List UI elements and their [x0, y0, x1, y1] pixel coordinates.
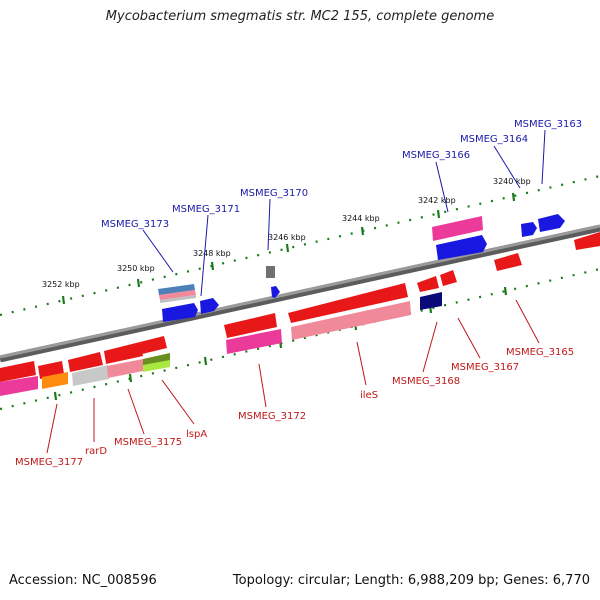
gene-label-msmeg-3171[interactable]: MSMEG_3171: [172, 204, 240, 215]
gene-label-msmeg-3163[interactable]: MSMEG_3163: [514, 119, 582, 130]
map-title: Mycobacterium smegmatis str. MC2 155, co…: [105, 9, 495, 24]
gene-msmeg-3177[interactable]: [0, 361, 36, 382]
gene-label-iles[interactable]: ileS: [360, 390, 378, 401]
gene-msmeg-3168-b[interactable]: [420, 292, 442, 310]
gene-label-rard[interactable]: rarD: [85, 446, 107, 457]
scale-label: 3242 kbp: [418, 196, 456, 205]
gene-msmeg-3172-b[interactable]: [226, 329, 282, 354]
scale-label: 3240 kbp: [493, 177, 531, 186]
gene-msmeg-3175-d[interactable]: [107, 359, 143, 378]
gene-label-lspa[interactable]: lspA: [186, 429, 207, 440]
gene-msmeg-3177-b[interactable]: [0, 376, 38, 396]
gene-msmeg-3166-pink[interactable]: [432, 216, 483, 241]
gene-msmeg-3173-top[interactable]: [158, 284, 195, 295]
gene-label-msmeg-3167[interactable]: MSMEG_3167: [451, 362, 519, 373]
gene-msmeg-3170-b[interactable]: [271, 286, 280, 298]
gene-msmeg-3173-mid[interactable]: [159, 290, 196, 300]
gene-iles-b[interactable]: [291, 301, 411, 340]
gene-msmeg-3168[interactable]: [417, 276, 439, 292]
gene-msmeg-3163[interactable]: [538, 214, 565, 232]
scale-label: 3248 kbp: [193, 249, 231, 258]
gene-lspa[interactable]: [140, 336, 167, 354]
gene-msmeg-3170[interactable]: [266, 266, 275, 278]
gene-label-msmeg-3175[interactable]: MSMEG_3175: [114, 437, 182, 448]
gene-rard-b[interactable]: [42, 372, 68, 389]
gene-label-msmeg-3173[interactable]: MSMEG_3173: [101, 219, 169, 230]
gene-msmeg-3173-bot[interactable]: [160, 295, 196, 303]
gene-label-msmeg-3170[interactable]: MSMEG_3170: [240, 188, 308, 199]
scale-label: 3252 kbp: [42, 280, 80, 289]
gene-msmeg-3166-blue[interactable]: [436, 235, 487, 260]
gene-lspa-c[interactable]: [143, 360, 170, 372]
gene-msmeg-3165[interactable]: [494, 253, 522, 271]
gene-label-msmeg-3166[interactable]: MSMEG_3166: [402, 150, 470, 161]
genome-backbone: [0, 224, 600, 359]
scale-label: 3244 kbp: [342, 214, 380, 223]
gene-msmeg-3175-c[interactable]: [104, 342, 143, 364]
genome-backbone-shadow: [0, 224, 600, 363]
gene-msmeg-3175-b[interactable]: [72, 365, 109, 386]
scale-label: 3246 kbp: [268, 233, 306, 242]
top-leader-lines: [142, 129, 546, 297]
genome-stats-text: Topology: circular; Length: 6,988,209 bp…: [232, 573, 590, 588]
gene-label-msmeg-3165[interactable]: MSMEG_3165: [506, 347, 574, 358]
gene-label-msmeg-3168[interactable]: MSMEG_3168: [392, 376, 460, 387]
gene-msmeg-3164[interactable]: [521, 222, 537, 237]
gene-msmeg-3167[interactable]: [440, 270, 457, 286]
gene-edge[interactable]: [574, 232, 600, 250]
gene-label-msmeg-3164[interactable]: MSMEG_3164: [460, 134, 528, 145]
scale-label: 3250 kbp: [117, 264, 155, 273]
gene-msmeg-3175[interactable]: [68, 352, 103, 372]
gene-label-msmeg-3177[interactable]: MSMEG_3177: [15, 457, 83, 468]
gene-iles[interactable]: [288, 283, 408, 323]
gene-label-msmeg-3172[interactable]: MSMEG_3172: [238, 411, 306, 422]
bottom-leader-lines: [46, 299, 540, 454]
outer-major-ticks: [61, 192, 516, 305]
gene-msmeg-3172[interactable]: [224, 313, 277, 338]
gene-msmeg-3171-b[interactable]: [200, 298, 219, 314]
gene-lspa-b[interactable]: [143, 353, 170, 367]
gene-msmeg-3171[interactable]: [162, 303, 198, 322]
accession-text: Accession: NC_008596: [9, 573, 157, 588]
